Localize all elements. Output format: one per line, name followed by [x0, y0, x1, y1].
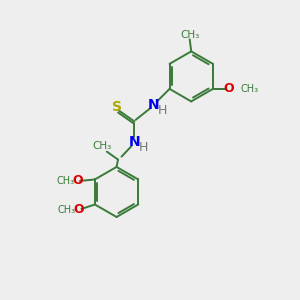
Text: O: O — [73, 174, 83, 188]
Text: N: N — [148, 98, 159, 112]
Text: H: H — [139, 141, 148, 154]
Text: CH₃: CH₃ — [58, 205, 76, 215]
Text: CH₃: CH₃ — [92, 141, 112, 151]
Text: CH₃: CH₃ — [56, 176, 74, 186]
Text: N: N — [129, 135, 141, 149]
Text: O: O — [74, 203, 84, 216]
Text: O: O — [223, 82, 233, 95]
Text: CH₃: CH₃ — [180, 30, 200, 40]
Text: S: S — [112, 100, 122, 115]
Text: H: H — [158, 104, 167, 117]
Text: CH₃: CH₃ — [241, 84, 259, 94]
